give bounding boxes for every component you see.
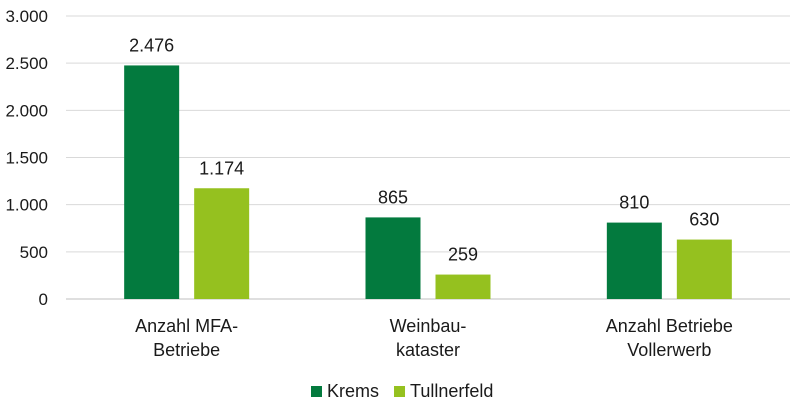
bar-krems-0 — [124, 65, 180, 299]
data-labels: 2.476 1.174 865 259 810 630 — [129, 35, 719, 264]
category-label: Betriebe — [153, 340, 220, 360]
y-tick-label: 1.000 — [5, 196, 48, 215]
y-tick-label: 500 — [20, 243, 48, 262]
y-tick-label: 2.500 — [5, 54, 48, 73]
category-label: Anzahl Betriebe — [606, 316, 733, 336]
data-label: 865 — [378, 187, 408, 207]
y-tick-label: 3.000 — [5, 7, 48, 26]
y-tick-label: 2.000 — [5, 101, 48, 120]
category-label: Anzahl MFA- — [135, 316, 238, 336]
legend-swatch-krems — [311, 386, 322, 397]
bar-tullnerfeld-0 — [194, 188, 250, 299]
data-label: 2.476 — [129, 35, 174, 55]
data-label: 810 — [619, 193, 649, 213]
category-label: Weinbau- — [390, 316, 467, 336]
category-label: kataster — [396, 340, 460, 360]
y-tick-label: 0 — [39, 290, 48, 309]
data-label: 259 — [448, 245, 478, 265]
legend-label: Tullnerfeld — [410, 381, 493, 401]
bar-tullnerfeld-1 — [435, 274, 491, 299]
y-tick-label: 1.500 — [5, 149, 48, 168]
bars — [124, 65, 732, 299]
bar-tullnerfeld-2 — [676, 239, 732, 299]
y-axis-tick-labels: 0 500 1.000 1.500 2.000 2.500 3.000 — [5, 7, 48, 309]
data-label: 1.174 — [199, 158, 244, 178]
bar-krems-1 — [365, 217, 421, 299]
bar-krems-2 — [606, 222, 662, 299]
legend-label: Krems — [327, 381, 379, 401]
category-labels: Anzahl MFA- Betriebe Weinbau-kataster Anzah… — [135, 316, 733, 360]
legend: Krems Tullnerfeld — [311, 381, 493, 401]
gridlines — [66, 15, 790, 253]
data-label: 630 — [689, 210, 719, 230]
legend-swatch-tullnerfeld — [394, 386, 406, 397]
category-label: Vollerwerb — [627, 340, 711, 360]
